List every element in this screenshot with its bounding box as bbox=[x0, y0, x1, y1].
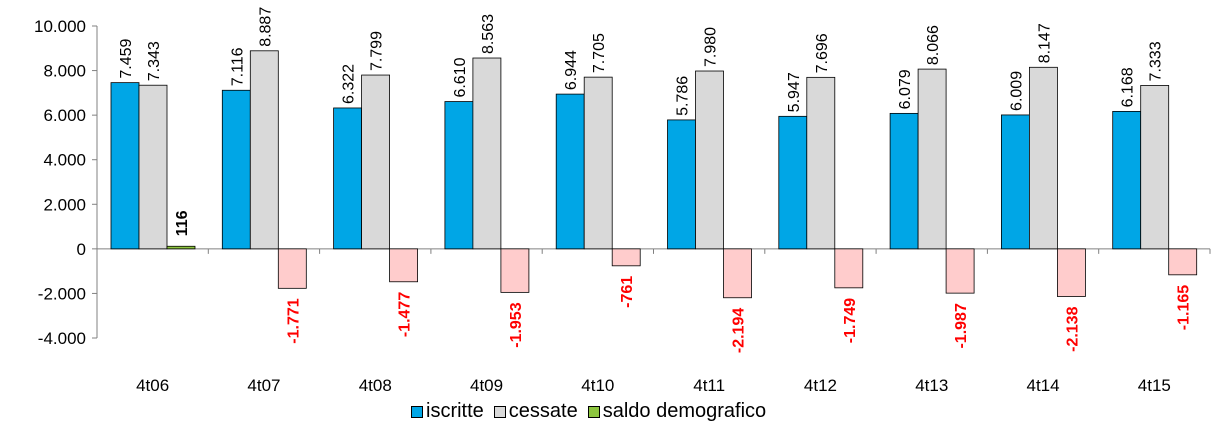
y-tick-label: 10.000 bbox=[34, 17, 86, 36]
bar-cessate bbox=[917, 68, 947, 250]
data-label-saldo-demografico: -1.749 bbox=[842, 298, 859, 343]
x-tick-label: 4t06 bbox=[136, 376, 169, 395]
data-label-iscritte: 6.168 bbox=[1120, 67, 1137, 107]
bar-iscritte bbox=[1112, 110, 1142, 250]
bar-iscritte bbox=[221, 89, 251, 250]
data-label-cessate: 7.343 bbox=[146, 41, 163, 81]
y-tick-label: 6.000 bbox=[43, 106, 86, 125]
legend-item-saldo-demografico: saldo demografico bbox=[587, 400, 767, 423]
bar-iscritte bbox=[333, 107, 363, 250]
x-tick-label: 4t08 bbox=[359, 376, 392, 395]
data-label-cessate: 8.066 bbox=[925, 25, 942, 65]
bar-saldo-demografico bbox=[500, 248, 530, 293]
x-tick-label: 4t12 bbox=[804, 376, 837, 395]
data-label-iscritte: 6.610 bbox=[452, 57, 469, 97]
data-label-cessate: 7.696 bbox=[814, 33, 831, 73]
x-tick-label: 4t10 bbox=[581, 376, 614, 395]
bar-saldo-demografico bbox=[166, 245, 196, 250]
chart-data-labels: 7.459 7.116 6.322 6.610 6.944 5.786 5.947 6.079… bbox=[118, 7, 1193, 353]
bar-cessate bbox=[583, 76, 613, 250]
bar-saldo-demografico bbox=[389, 248, 419, 283]
bar-saldo-demografico bbox=[945, 248, 975, 294]
bar-iscritte bbox=[778, 115, 808, 250]
data-label-saldo-demografico: -1.953 bbox=[508, 302, 525, 347]
legend-label-cessate: cessate bbox=[508, 400, 578, 422]
data-label-cessate: 8.147 bbox=[1036, 23, 1053, 63]
x-tick-label: 4t14 bbox=[1027, 376, 1060, 395]
data-label-iscritte: 5.786 bbox=[675, 76, 692, 116]
x-tick-label: 4t07 bbox=[247, 376, 280, 395]
bar-saldo-demografico bbox=[1168, 248, 1198, 276]
bar-chart: 10.000 8.000 6.000 4.000 2.000 0 -2.000 -4.000 4… bbox=[34, 7, 1211, 395]
bar-iscritte bbox=[1001, 114, 1030, 250]
data-label-saldo-demografico: -761 bbox=[619, 276, 636, 308]
data-label-cessate: 7.333 bbox=[1148, 41, 1165, 81]
data-label-cessate: 8.563 bbox=[480, 14, 497, 54]
data-label-cessate: 7.705 bbox=[591, 33, 608, 73]
bar-iscritte bbox=[667, 119, 696, 250]
data-label-iscritte: 7.459 bbox=[118, 38, 135, 78]
data-label-saldo-demografico: 116 bbox=[174, 210, 191, 236]
bar-saldo-demografico bbox=[723, 248, 752, 299]
data-label-saldo-demografico: -1.165 bbox=[1176, 285, 1193, 330]
bar-cessate bbox=[472, 57, 502, 250]
x-tick-label: 4t09 bbox=[470, 376, 503, 395]
bar-iscritte bbox=[110, 82, 140, 250]
bar-cessate bbox=[1029, 66, 1058, 250]
chart-bars bbox=[110, 50, 1198, 299]
data-label-iscritte: 6.944 bbox=[563, 50, 580, 90]
data-label-saldo-demografico: -2.138 bbox=[1064, 306, 1081, 351]
legend-swatch-saldo-demografico bbox=[587, 405, 600, 418]
bar-cessate bbox=[249, 50, 279, 250]
data-label-iscritte: 7.116 bbox=[229, 47, 246, 86]
y-tick-label: 2.000 bbox=[43, 195, 86, 214]
y-tick-label: 4.000 bbox=[43, 151, 86, 170]
y-tick-label: 0 bbox=[77, 240, 86, 259]
legend-item-cessate: cessate bbox=[493, 400, 578, 423]
legend-swatch-iscritte bbox=[411, 405, 423, 418]
x-tick-label: 4t11 bbox=[693, 376, 725, 395]
legend-swatch-cessate bbox=[493, 405, 506, 418]
y-tick-label: -4.000 bbox=[38, 329, 86, 348]
bar-cessate bbox=[1140, 85, 1170, 250]
bar-cessate bbox=[361, 74, 391, 250]
legend-item-iscritte: iscritte bbox=[411, 400, 484, 423]
legend-label-iscritte: iscritte bbox=[426, 400, 484, 422]
data-label-iscritte: 6.322 bbox=[341, 64, 358, 104]
data-label-cessate: 8.887 bbox=[257, 7, 274, 47]
data-label-iscritte: 5.947 bbox=[786, 72, 803, 112]
bar-iscritte bbox=[444, 101, 474, 250]
bar-cessate bbox=[806, 76, 836, 250]
chart-legend: iscritte cessate saldo demografico bbox=[411, 400, 776, 423]
legend-label-saldo-demografico: saldo demografico bbox=[602, 400, 767, 422]
bar-cessate bbox=[695, 70, 724, 250]
x-tick-label: 4t15 bbox=[1138, 376, 1171, 395]
data-label-saldo-demografico: -1.771 bbox=[285, 298, 302, 343]
data-label-cessate: 7.799 bbox=[369, 31, 386, 71]
data-label-cessate: 7.980 bbox=[703, 27, 720, 67]
bar-saldo-demografico bbox=[1057, 248, 1086, 297]
data-label-saldo-demografico: -1.987 bbox=[953, 303, 970, 348]
bar-saldo-demografico bbox=[277, 248, 307, 289]
data-label-iscritte: 6.009 bbox=[1008, 71, 1025, 111]
bar-cessate bbox=[138, 84, 168, 250]
bar-saldo-demografico bbox=[611, 248, 641, 267]
data-label-iscritte: 6.079 bbox=[897, 69, 914, 109]
bar-saldo-demografico bbox=[834, 248, 864, 289]
data-label-saldo-demografico: -1.477 bbox=[397, 292, 414, 337]
y-tick-label: -2.000 bbox=[38, 284, 86, 303]
x-tick-label: 4t13 bbox=[915, 376, 948, 395]
bar-iscritte bbox=[889, 112, 919, 250]
y-tick-label: 8.000 bbox=[43, 62, 86, 81]
bar-iscritte bbox=[555, 93, 585, 250]
data-label-saldo-demografico: -2.194 bbox=[731, 308, 748, 353]
